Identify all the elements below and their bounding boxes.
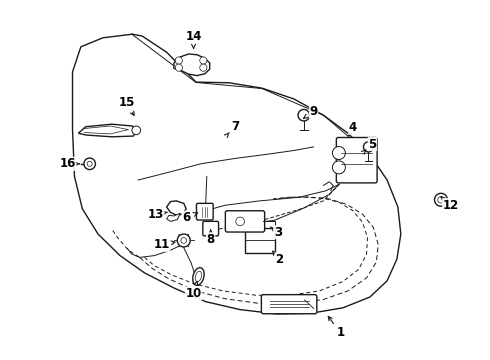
Circle shape: [175, 64, 182, 71]
Ellipse shape: [193, 268, 204, 285]
Text: 12: 12: [442, 199, 459, 212]
Ellipse shape: [196, 271, 201, 282]
FancyBboxPatch shape: [203, 221, 219, 236]
Circle shape: [438, 197, 444, 203]
FancyBboxPatch shape: [196, 203, 213, 220]
Polygon shape: [167, 213, 180, 221]
Circle shape: [87, 161, 92, 166]
Text: 5: 5: [368, 138, 376, 150]
Text: 15: 15: [118, 96, 135, 109]
Circle shape: [177, 234, 190, 247]
Circle shape: [435, 193, 447, 206]
Text: 7: 7: [231, 120, 239, 132]
Text: 9: 9: [310, 105, 318, 118]
Text: 8: 8: [207, 233, 215, 246]
Circle shape: [200, 64, 207, 71]
Circle shape: [332, 161, 345, 174]
Polygon shape: [167, 201, 186, 215]
FancyBboxPatch shape: [225, 211, 265, 232]
Text: 13: 13: [147, 208, 164, 221]
Text: 3: 3: [274, 226, 282, 239]
Circle shape: [132, 126, 141, 135]
Circle shape: [175, 57, 182, 64]
Circle shape: [332, 147, 345, 159]
Text: 1: 1: [337, 327, 344, 339]
Bar: [245, 228, 275, 253]
Text: 11: 11: [153, 238, 170, 251]
Circle shape: [236, 217, 245, 226]
Circle shape: [200, 57, 207, 64]
FancyBboxPatch shape: [336, 138, 377, 183]
Polygon shape: [78, 124, 137, 137]
Text: 2: 2: [275, 253, 283, 266]
Circle shape: [364, 142, 373, 152]
Polygon shape: [174, 54, 210, 76]
FancyBboxPatch shape: [261, 294, 317, 314]
Text: 4: 4: [349, 121, 357, 134]
Circle shape: [181, 238, 187, 243]
Circle shape: [84, 158, 96, 170]
Text: 10: 10: [185, 287, 202, 300]
Text: 6: 6: [182, 211, 190, 224]
Text: 16: 16: [59, 157, 76, 170]
Text: 14: 14: [185, 30, 202, 42]
Circle shape: [298, 109, 310, 121]
